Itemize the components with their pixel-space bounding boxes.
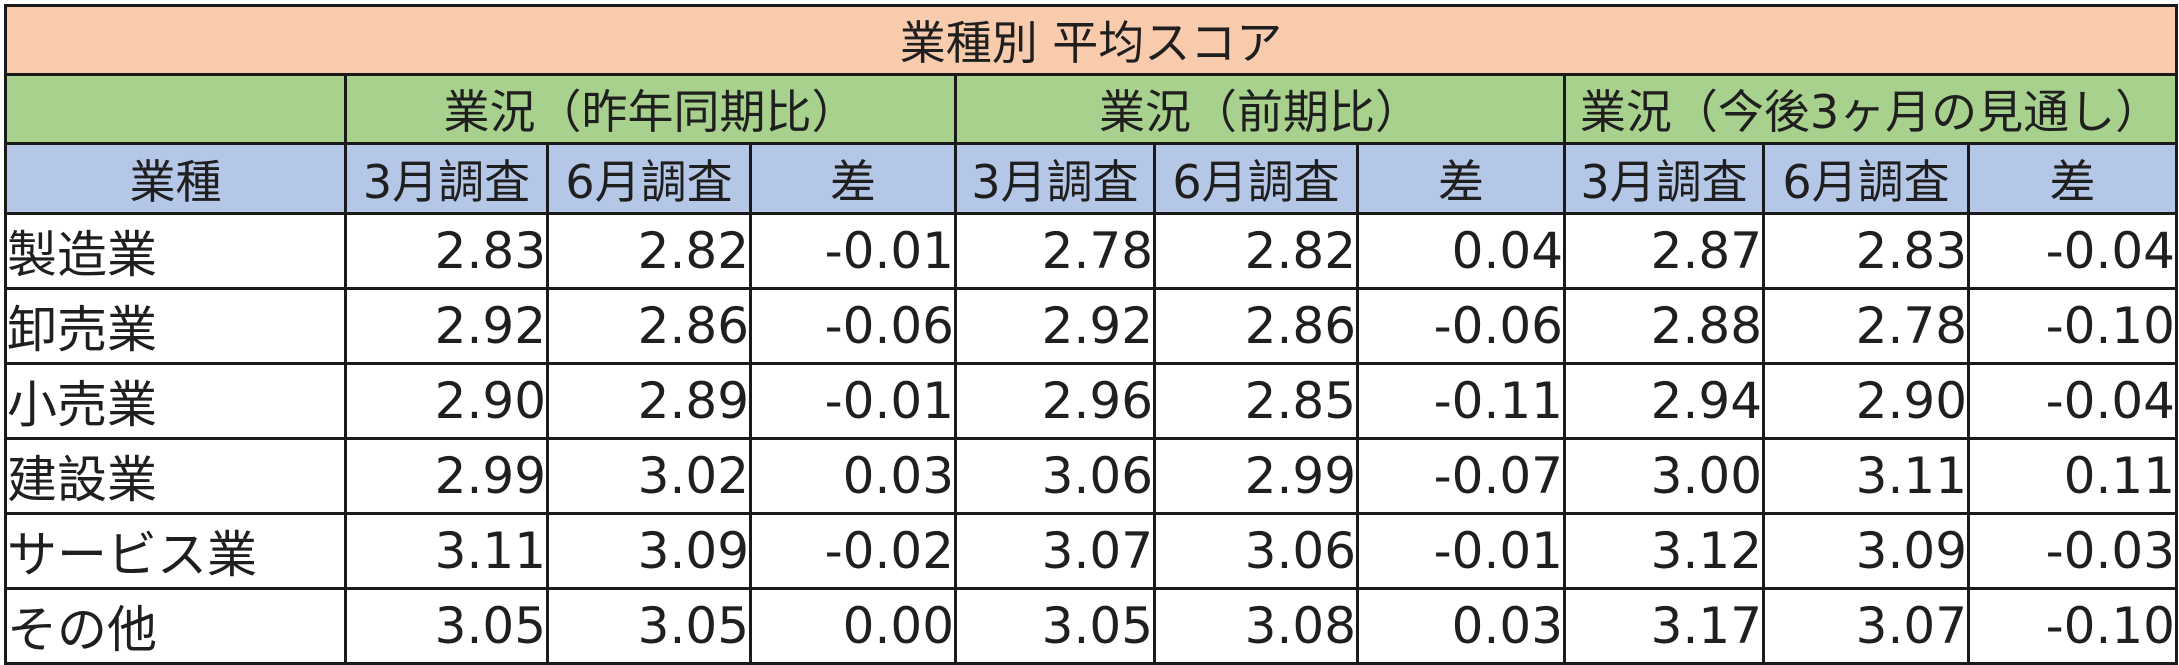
- score-cell: 2.88: [1563, 287, 1765, 365]
- difference-cell: -0.01: [749, 212, 957, 290]
- score-cell: 2.90: [1762, 362, 1970, 440]
- score-cell: 2.86: [546, 287, 752, 365]
- column-header: 3月調査: [1563, 142, 1765, 215]
- score-table: 業種別 平均スコア 業況（昨年同期比） 業況（前期比） 業況（今後3ヶ月の見通し…: [4, 4, 2178, 665]
- score-cell: 2.92: [954, 287, 1156, 365]
- column-header: 6月調査: [1153, 142, 1359, 215]
- difference-cell: 0.04: [1356, 212, 1566, 290]
- difference-cell: 0.11: [1967, 437, 2178, 515]
- score-cell: 3.11: [1762, 437, 1970, 515]
- row-label: 小売業: [4, 362, 347, 440]
- row-label: 製造業: [4, 212, 347, 290]
- table-title: 業種別 平均スコア: [4, 4, 2178, 76]
- score-cell: 2.94: [1563, 362, 1765, 440]
- column-header-industry: 業種: [4, 142, 347, 215]
- score-cell: 3.09: [546, 512, 752, 590]
- score-cell: 2.83: [1762, 212, 1970, 290]
- difference-cell: -0.10: [1967, 287, 2178, 365]
- score-cell: 3.06: [954, 437, 1156, 515]
- column-header: 6月調査: [546, 142, 752, 215]
- difference-cell: 0.03: [749, 437, 957, 515]
- score-cell: 2.92: [344, 287, 549, 365]
- row-label: 建設業: [4, 437, 347, 515]
- group-header-outlook: 業況（今後3ヶ月の見通し）: [1563, 73, 2178, 145]
- difference-cell: -0.01: [1356, 512, 1566, 590]
- score-cell: 2.82: [1153, 212, 1359, 290]
- table-row: 製造業 2.83 2.82 -0.01 2.78 2.82 0.04 2.87 2.83 -0.0…: [4, 212, 2178, 290]
- score-cell: 3.17: [1563, 587, 1765, 665]
- score-cell: 2.96: [954, 362, 1156, 440]
- difference-cell: -0.10: [1967, 587, 2178, 665]
- column-header-row: 業種 3月調査 6月調査 差 3月調査 6月調査 差 3月調査 6月調査 差: [4, 142, 2178, 215]
- table-row: 卸売業 2.92 2.86 -0.06 2.92 2.86 -0.06 2.88 2.78 -0.…: [4, 287, 2178, 365]
- score-cell: 2.78: [1762, 287, 1970, 365]
- difference-cell: -0.03: [1967, 512, 2178, 590]
- score-cell: 2.90: [344, 362, 549, 440]
- difference-cell: -0.01: [749, 362, 957, 440]
- table-row: サービス業 3.11 3.09 -0.02 3.07 3.06 -0.01 3.12 3.09-…: [4, 512, 2178, 590]
- group-header-yoy: 業況（昨年同期比）: [344, 73, 957, 145]
- table-row: 建設業 2.99 3.02 0.03 3.06 2.99 -0.07 3.00 3.11 0.11: [4, 437, 2178, 515]
- score-cell: 3.12: [1563, 512, 1765, 590]
- score-cell: 3.06: [1153, 512, 1359, 590]
- score-cell: 3.07: [954, 512, 1156, 590]
- row-label: その他: [4, 587, 347, 665]
- score-cell: 2.82: [546, 212, 752, 290]
- column-header: 差: [1967, 142, 2178, 215]
- column-header: 差: [749, 142, 957, 215]
- row-label: 卸売業: [4, 287, 347, 365]
- score-cell: 2.78: [954, 212, 1156, 290]
- score-cell: 3.00: [1563, 437, 1765, 515]
- column-header: 3月調査: [954, 142, 1156, 215]
- score-cell: 2.89: [546, 362, 752, 440]
- table-row: その他 3.05 3.05 0.00 3.05 3.08 0.03 3.17 3.07 -0.10: [4, 587, 2178, 665]
- score-cell: 2.86: [1153, 287, 1359, 365]
- score-cell: 3.07: [1762, 587, 1970, 665]
- difference-cell: -0.04: [1967, 212, 2178, 290]
- column-header: 差: [1356, 142, 1566, 215]
- score-cell: 3.11: [344, 512, 549, 590]
- difference-cell: 0.00: [749, 587, 957, 665]
- group-header-blank: [4, 73, 347, 145]
- difference-cell: -0.07: [1356, 437, 1566, 515]
- score-cell: 2.87: [1563, 212, 1765, 290]
- difference-cell: -0.06: [1356, 287, 1566, 365]
- score-cell: 2.99: [1153, 437, 1359, 515]
- difference-cell: 0.03: [1356, 587, 1566, 665]
- group-header-row: 業況（昨年同期比） 業況（前期比） 業況（今後3ヶ月の見通し）: [4, 73, 2178, 145]
- difference-cell: -0.06: [749, 287, 957, 365]
- difference-cell: -0.02: [749, 512, 957, 590]
- difference-cell: -0.04: [1967, 362, 2178, 440]
- score-cell: 3.05: [344, 587, 549, 665]
- score-cell: 3.09: [1762, 512, 1970, 590]
- score-cell: 3.02: [546, 437, 752, 515]
- group-header-qoq: 業況（前期比）: [954, 73, 1566, 145]
- score-cell: 2.83: [344, 212, 549, 290]
- title-row: 業種別 平均スコア: [4, 4, 2178, 76]
- score-cell: 3.05: [954, 587, 1156, 665]
- column-header: 3月調査: [344, 142, 549, 215]
- score-cell: 2.99: [344, 437, 549, 515]
- score-cell: 3.08: [1153, 587, 1359, 665]
- score-cell: 2.85: [1153, 362, 1359, 440]
- column-header: 6月調査: [1762, 142, 1970, 215]
- table-row: 小売業 2.90 2.89 -0.01 2.96 2.85 -0.11 2.94 2.90 -0.…: [4, 362, 2178, 440]
- row-label: サービス業: [4, 512, 347, 590]
- score-cell: 3.05: [546, 587, 752, 665]
- difference-cell: -0.11: [1356, 362, 1566, 440]
